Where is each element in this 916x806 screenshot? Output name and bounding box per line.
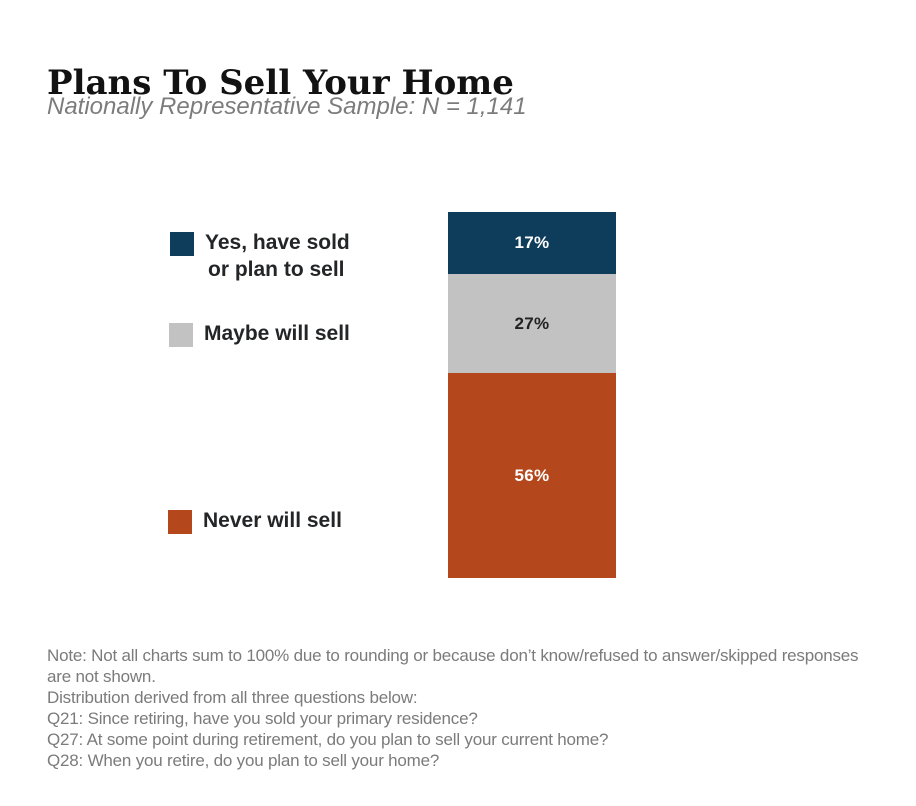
legend-item-yes: Yes, have sold or plan to sell bbox=[170, 229, 350, 283]
legend-label-yes: Yes, have sold or plan to sell bbox=[205, 229, 350, 283]
notes-block: Note: Not all charts sum to 100% due to … bbox=[47, 645, 859, 771]
legend-item-never: Never will sell bbox=[168, 509, 342, 534]
note-line: Q27: At some point during retirement, do… bbox=[47, 730, 609, 749]
page-title: Plans To Sell Your Home bbox=[47, 62, 514, 103]
page-subtitle: Nationally Representative Sample: N = 1,… bbox=[47, 93, 527, 120]
note-line: Q28: When you retire, do you plan to sel… bbox=[47, 751, 440, 770]
legend-label-maybe: Maybe will sell bbox=[204, 322, 350, 345]
stacked-bar: 17% 27% 56% bbox=[448, 212, 616, 578]
bar-segment-maybe: 27% bbox=[448, 274, 616, 373]
legend-swatch-never bbox=[168, 510, 192, 534]
legend-item-maybe: Maybe will sell bbox=[169, 322, 350, 347]
note-line: are not shown. bbox=[47, 667, 156, 686]
bar-segment-yes: 17% bbox=[448, 212, 616, 274]
legend-swatch-yes bbox=[170, 232, 194, 256]
legend-label-never: Never will sell bbox=[203, 509, 342, 532]
bar-value-label-maybe: 27% bbox=[514, 313, 550, 333]
legend-label-yes-line2: or plan to sell bbox=[208, 258, 345, 281]
legend-label-yes-line1: Yes, have sold bbox=[205, 231, 350, 254]
note-line: Note: Not all charts sum to 100% due to … bbox=[47, 646, 859, 665]
bar-segment-never: 56% bbox=[448, 373, 616, 578]
legend-swatch-maybe bbox=[169, 323, 193, 347]
note-line: Q21: Since retiring, have you sold your … bbox=[47, 709, 478, 728]
bar-value-label-yes: 17% bbox=[514, 233, 550, 252]
bar-value-label-never: 56% bbox=[514, 465, 550, 485]
note-line: Distribution derived from all three ques… bbox=[47, 688, 418, 707]
